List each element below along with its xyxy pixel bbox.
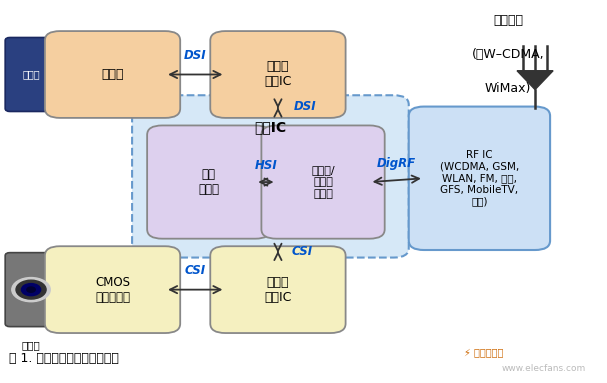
FancyBboxPatch shape bbox=[132, 95, 409, 257]
Text: 空中接口: 空中接口 bbox=[493, 14, 523, 27]
FancyBboxPatch shape bbox=[210, 31, 345, 118]
Text: DigRF: DigRF bbox=[377, 157, 416, 170]
Text: DSI: DSI bbox=[294, 100, 316, 113]
Text: (如W–CDMA,: (如W–CDMA, bbox=[472, 48, 544, 61]
Text: 应用
处理器: 应用 处理器 bbox=[198, 168, 219, 196]
Text: 基带IC: 基带IC bbox=[254, 120, 287, 134]
Text: ⚡ 电子发烧友: ⚡ 电子发烧友 bbox=[464, 348, 504, 358]
Text: 显示器
驱动IC: 显示器 驱动IC bbox=[264, 61, 291, 88]
FancyBboxPatch shape bbox=[45, 246, 180, 333]
Text: 显示器: 显示器 bbox=[22, 69, 40, 80]
Text: WiMax): WiMax) bbox=[485, 82, 531, 95]
Text: CMOS
图像传感器: CMOS 图像传感器 bbox=[95, 276, 130, 304]
Text: RF IC
(WCDMA, GSM,
WLAN, FM, 蓝牙,
GFS, MobileTV,
等等): RF IC (WCDMA, GSM, WLAN, FM, 蓝牙, GFS, Mo… bbox=[440, 150, 519, 206]
Text: HSI: HSI bbox=[254, 159, 277, 172]
Text: 发射机/
接收机
处理器: 发射机/ 接收机 处理器 bbox=[311, 165, 335, 199]
Text: CSI: CSI bbox=[291, 246, 313, 259]
Text: www.elecfans.com: www.elecfans.com bbox=[502, 364, 586, 373]
Text: 摄像机: 摄像机 bbox=[22, 340, 41, 350]
Text: 摄像机
驱动IC: 摄像机 驱动IC bbox=[264, 276, 291, 304]
FancyBboxPatch shape bbox=[147, 126, 271, 239]
FancyBboxPatch shape bbox=[5, 38, 57, 111]
FancyBboxPatch shape bbox=[210, 246, 345, 333]
Text: 显示器: 显示器 bbox=[101, 68, 124, 81]
Circle shape bbox=[27, 287, 35, 292]
Circle shape bbox=[12, 278, 50, 302]
Text: CSI: CSI bbox=[185, 264, 206, 277]
FancyBboxPatch shape bbox=[5, 253, 57, 327]
Polygon shape bbox=[517, 71, 553, 90]
Text: DSI: DSI bbox=[184, 49, 206, 62]
FancyBboxPatch shape bbox=[262, 126, 385, 239]
FancyBboxPatch shape bbox=[409, 106, 550, 250]
Circle shape bbox=[16, 280, 46, 299]
FancyBboxPatch shape bbox=[45, 31, 180, 118]
Circle shape bbox=[21, 283, 41, 296]
Text: 图 1. 典型移动设备的方框图。: 图 1. 典型移动设备的方框图。 bbox=[8, 352, 118, 365]
